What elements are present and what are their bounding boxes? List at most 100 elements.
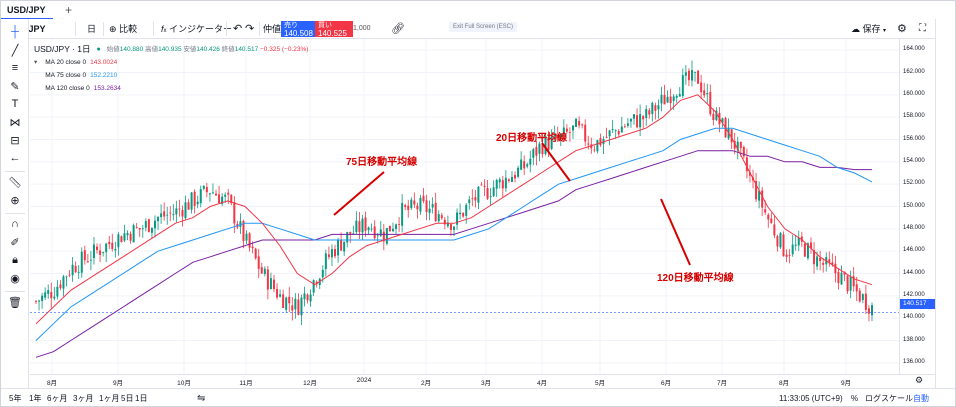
percent-button[interactable]: %	[851, 394, 859, 403]
pencil-lock-icon[interactable]: ✐	[10, 236, 20, 249]
trendline-icon[interactable]: ╱	[11, 44, 19, 57]
candle-body	[645, 109, 648, 118]
add-tab-button[interactable]: +	[65, 3, 73, 17]
axis-settings-icon[interactable]: ⚙	[915, 375, 924, 385]
candle-body	[175, 208, 178, 215]
timeframe-button[interactable]: 日	[87, 24, 97, 34]
candle-body	[785, 254, 788, 257]
text-icon[interactable]: T	[11, 98, 19, 110]
y-tick-label: 158.000	[903, 113, 925, 120]
candle-body	[816, 256, 819, 267]
measure-icon[interactable]: ⊟	[10, 134, 20, 147]
fullscreen-icon[interactable]: ⛶	[919, 23, 926, 34]
log-scale-button[interactable]: ログスケール	[865, 394, 913, 403]
magnet-icon[interactable]: ∩	[11, 218, 19, 230]
gear-icon[interactable]: ⚙	[897, 23, 907, 35]
quantity-input[interactable]: 1,000	[353, 25, 371, 32]
compare-button[interactable]: ⊕ 比較	[109, 19, 137, 39]
eye-icon[interactable]: ◉	[10, 272, 20, 285]
ruler-icon[interactable]: 📏︎	[8, 176, 22, 189]
date-range-icon[interactable]: ⇋	[197, 393, 206, 404]
tab-usdjpy[interactable]: USD/JPY	[1, 1, 53, 19]
candle-body	[742, 146, 745, 157]
candle-body	[538, 143, 541, 154]
buy-button[interactable]: 買い 140.525	[315, 21, 353, 38]
x-tick-label: 12月	[303, 380, 317, 387]
sell-button[interactable]: 売り 140.508	[281, 21, 319, 38]
fib-icon[interactable]: ≡	[11, 62, 19, 74]
candle-body	[675, 95, 678, 98]
lock-icon[interactable]: 🔒︎	[12, 253, 18, 266]
auto-scale-button[interactable]: 自動	[913, 394, 929, 403]
candle-body	[215, 193, 218, 196]
range-1[interactable]: 1年	[29, 394, 42, 403]
candle-body	[773, 224, 776, 236]
sell-label: 売り	[284, 22, 298, 29]
zoom-icon[interactable]: ⊕	[10, 194, 20, 207]
indicators-button[interactable]: fx インジケーター	[161, 24, 233, 34]
range-6[interactable]: 1日	[135, 394, 148, 403]
candle-body	[288, 296, 291, 304]
link-icon[interactable]: 🔗︎	[391, 23, 405, 35]
candle-body	[532, 149, 535, 158]
y-tick-label: 164.000	[903, 46, 925, 53]
candle-body	[471, 198, 474, 200]
candle-body	[666, 96, 669, 103]
candle-body	[263, 268, 266, 274]
last-price-label: 140.517	[900, 299, 935, 309]
candle-body	[190, 192, 193, 210]
range-0[interactable]: 5年	[9, 394, 22, 403]
candle-body	[53, 296, 56, 299]
undo-icon[interactable]: ↶	[233, 23, 243, 35]
range-2[interactable]: 6ヶ月	[47, 394, 68, 403]
candle-body	[547, 137, 550, 150]
candle-body	[690, 70, 693, 81]
save-button[interactable]: ☁ 保存 ▾	[851, 24, 887, 34]
x-tick-label: 9月	[840, 380, 852, 387]
bottom-bar: 5年 1年 6ヶ月 3ヶ月 1ヶ月 5日 1日 ⇋ 11:33:05 (UTC+9) % ロ…	[1, 388, 955, 406]
candle-body	[871, 305, 873, 316]
legend-ma20[interactable]: ▾ MA 20 close 0 143.0024	[34, 56, 308, 69]
candle-body	[358, 221, 361, 233]
range-3[interactable]: 3ヶ月	[73, 394, 94, 403]
range-4[interactable]: 1ヶ月	[99, 394, 120, 403]
y-tick-label: 152.000	[903, 180, 925, 187]
candle-body	[416, 205, 419, 210]
candle-body	[419, 197, 422, 212]
x-tick-label: 3月	[480, 380, 492, 387]
candle-body	[477, 186, 480, 203]
legend-ma120[interactable]: ▾ MA 120 close 0 153.2634	[45, 85, 121, 92]
candle-body	[678, 94, 681, 97]
candle-body	[434, 202, 437, 221]
candle-body	[684, 72, 687, 76]
candle-body	[144, 221, 147, 228]
candle-body	[486, 188, 489, 199]
brush-icon[interactable]: ✎	[10, 80, 20, 93]
x-tick-label: 4月	[536, 380, 548, 387]
candle-body	[681, 75, 684, 97]
candle-body	[605, 136, 608, 138]
candle-body	[428, 208, 431, 213]
clock-time[interactable]: 11:33:05 (UTC+9)	[779, 394, 843, 403]
candle-body	[285, 297, 288, 310]
arrow-left-icon[interactable]: ←	[9, 152, 21, 164]
candle-body	[492, 187, 495, 197]
candle-body	[227, 192, 230, 195]
pattern-icon[interactable]: ⋈	[9, 116, 21, 129]
price-chart[interactable]	[30, 39, 899, 374]
time-axis[interactable]: 8月 9月 10月 11月 12月 2024 2月 3月 4月 5月 6月 7月 8月 9月	[30, 374, 935, 388]
collapse-icon[interactable]: ▾	[34, 59, 38, 66]
candle-body	[453, 226, 455, 230]
y-tick-label: 162.000	[903, 68, 925, 75]
range-5[interactable]: 5日	[121, 394, 134, 403]
candle-body	[181, 210, 184, 217]
redo-icon[interactable]: ↷	[245, 23, 255, 35]
candle-body	[199, 189, 202, 204]
buy-label: 買い	[318, 22, 332, 29]
legend-ma75[interactable]: ▾ MA 75 close 0 152.2210	[45, 72, 118, 79]
candle-body	[218, 194, 221, 203]
trash-icon[interactable]: 🗑︎	[8, 296, 22, 309]
price-axis[interactable]: 164.000 162.000 160.000 158.000 156.000 154.0…	[899, 39, 935, 374]
x-tick-label: 9月	[112, 380, 124, 387]
crosshair-icon[interactable]: ┼	[11, 26, 19, 38]
